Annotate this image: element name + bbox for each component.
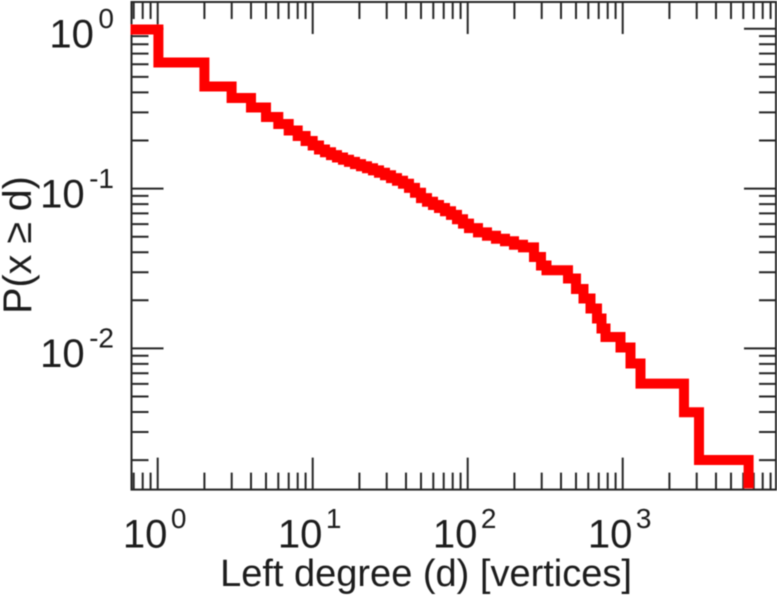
svg-text:10: 10: [40, 332, 85, 376]
svg-text:10: 10: [588, 513, 633, 557]
svg-text:-2: -2: [89, 323, 114, 354]
svg-text:1: 1: [326, 503, 342, 534]
svg-text:10: 10: [40, 172, 85, 216]
svg-text:3: 3: [636, 503, 652, 534]
svg-text:10: 10: [123, 513, 167, 557]
svg-text:10: 10: [278, 513, 323, 557]
svg-text:P(x ≥ d): P(x ≥ d): [0, 176, 40, 314]
svg-text:0: 0: [171, 503, 187, 534]
svg-text:2: 2: [481, 503, 497, 534]
svg-text:Left degree (d) [vertices]: Left degree (d) [vertices]: [220, 553, 632, 595]
svg-text:0: 0: [98, 3, 114, 34]
svg-text:-1: -1: [89, 163, 114, 194]
svg-text:10: 10: [433, 513, 478, 557]
svg-text:10: 10: [49, 13, 94, 57]
